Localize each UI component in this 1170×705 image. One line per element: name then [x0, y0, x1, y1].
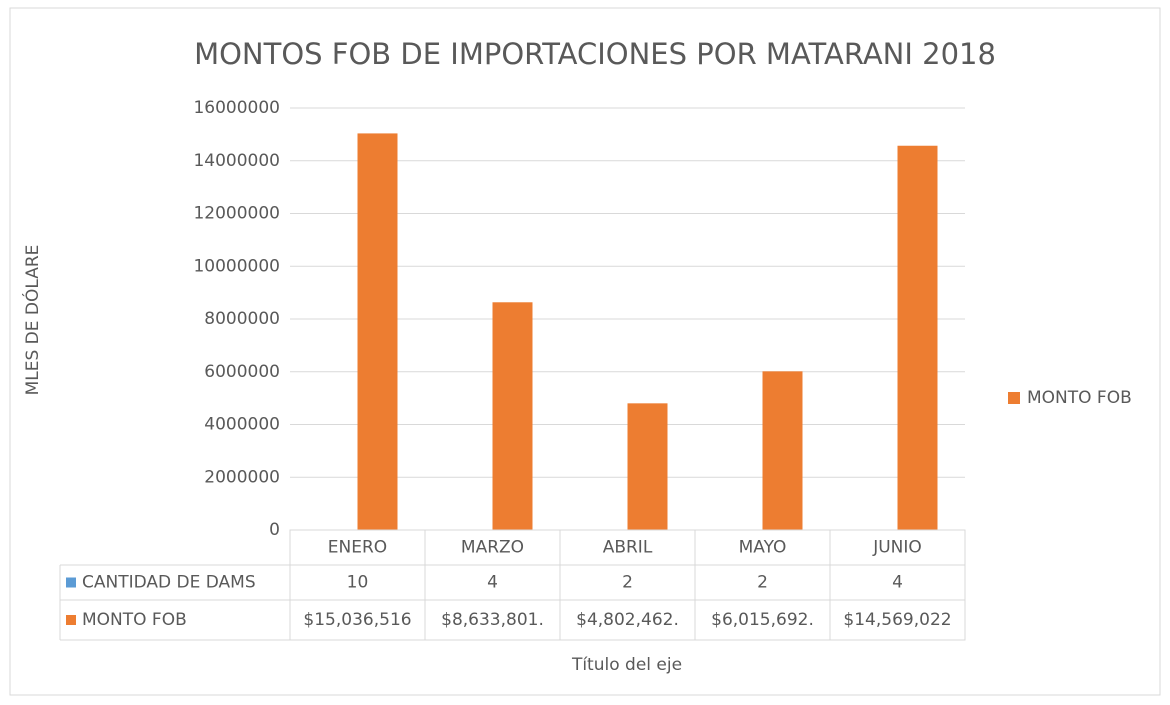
y-tick-label: 16000000 [193, 98, 280, 118]
bar [762, 371, 803, 530]
table-value: 2 [622, 573, 633, 593]
y-tick-label: 4000000 [204, 415, 280, 435]
bar [627, 403, 668, 530]
legend-label: MONTO FOB [1027, 388, 1132, 408]
bar [492, 302, 533, 530]
y-tick-label: 10000000 [193, 256, 280, 276]
y-tick-label: 14000000 [193, 151, 280, 171]
y-tick-label: 0 [269, 520, 280, 540]
table-row-label: CANTIDAD DE DAMS [82, 573, 256, 593]
y-tick-label: 6000000 [204, 362, 280, 382]
chart-title: MONTOS FOB DE IMPORTACIONES POR MATARANI… [194, 37, 996, 71]
y-tick-label: 2000000 [204, 467, 280, 487]
table-value: 4 [892, 573, 903, 593]
x-tick-label: ENERO [328, 538, 387, 558]
table-value: 4 [487, 573, 498, 593]
x-tick-label: JUNIO [872, 538, 922, 558]
table-row-label: MONTO FOB [82, 610, 187, 630]
x-tick-label: MAYO [739, 538, 787, 558]
table-value: 10 [347, 573, 369, 593]
x-tick-label: ABRIL [603, 538, 653, 558]
table-value: $8,633,801. [441, 610, 544, 630]
table-key [66, 577, 76, 588]
table-value: $6,015,692. [711, 610, 814, 630]
table-value: 2 [757, 573, 768, 593]
y-axis-title: MLES DE DÓLARE [21, 245, 43, 396]
table-value: $4,802,462. [576, 610, 679, 630]
legend-key [1008, 392, 1020, 404]
bar [897, 145, 938, 530]
table-key [66, 615, 76, 625]
chart-area [9, 7, 1161, 696]
x-tick-label: MARZO [461, 538, 524, 558]
y-tick-label: 12000000 [193, 204, 280, 224]
y-tick-label: 8000000 [204, 309, 280, 329]
bar [357, 133, 398, 530]
table-value: $15,036,516 [303, 610, 411, 630]
x-axis-title: Título del eje [571, 655, 682, 675]
table-value: $14,569,022 [843, 610, 951, 630]
